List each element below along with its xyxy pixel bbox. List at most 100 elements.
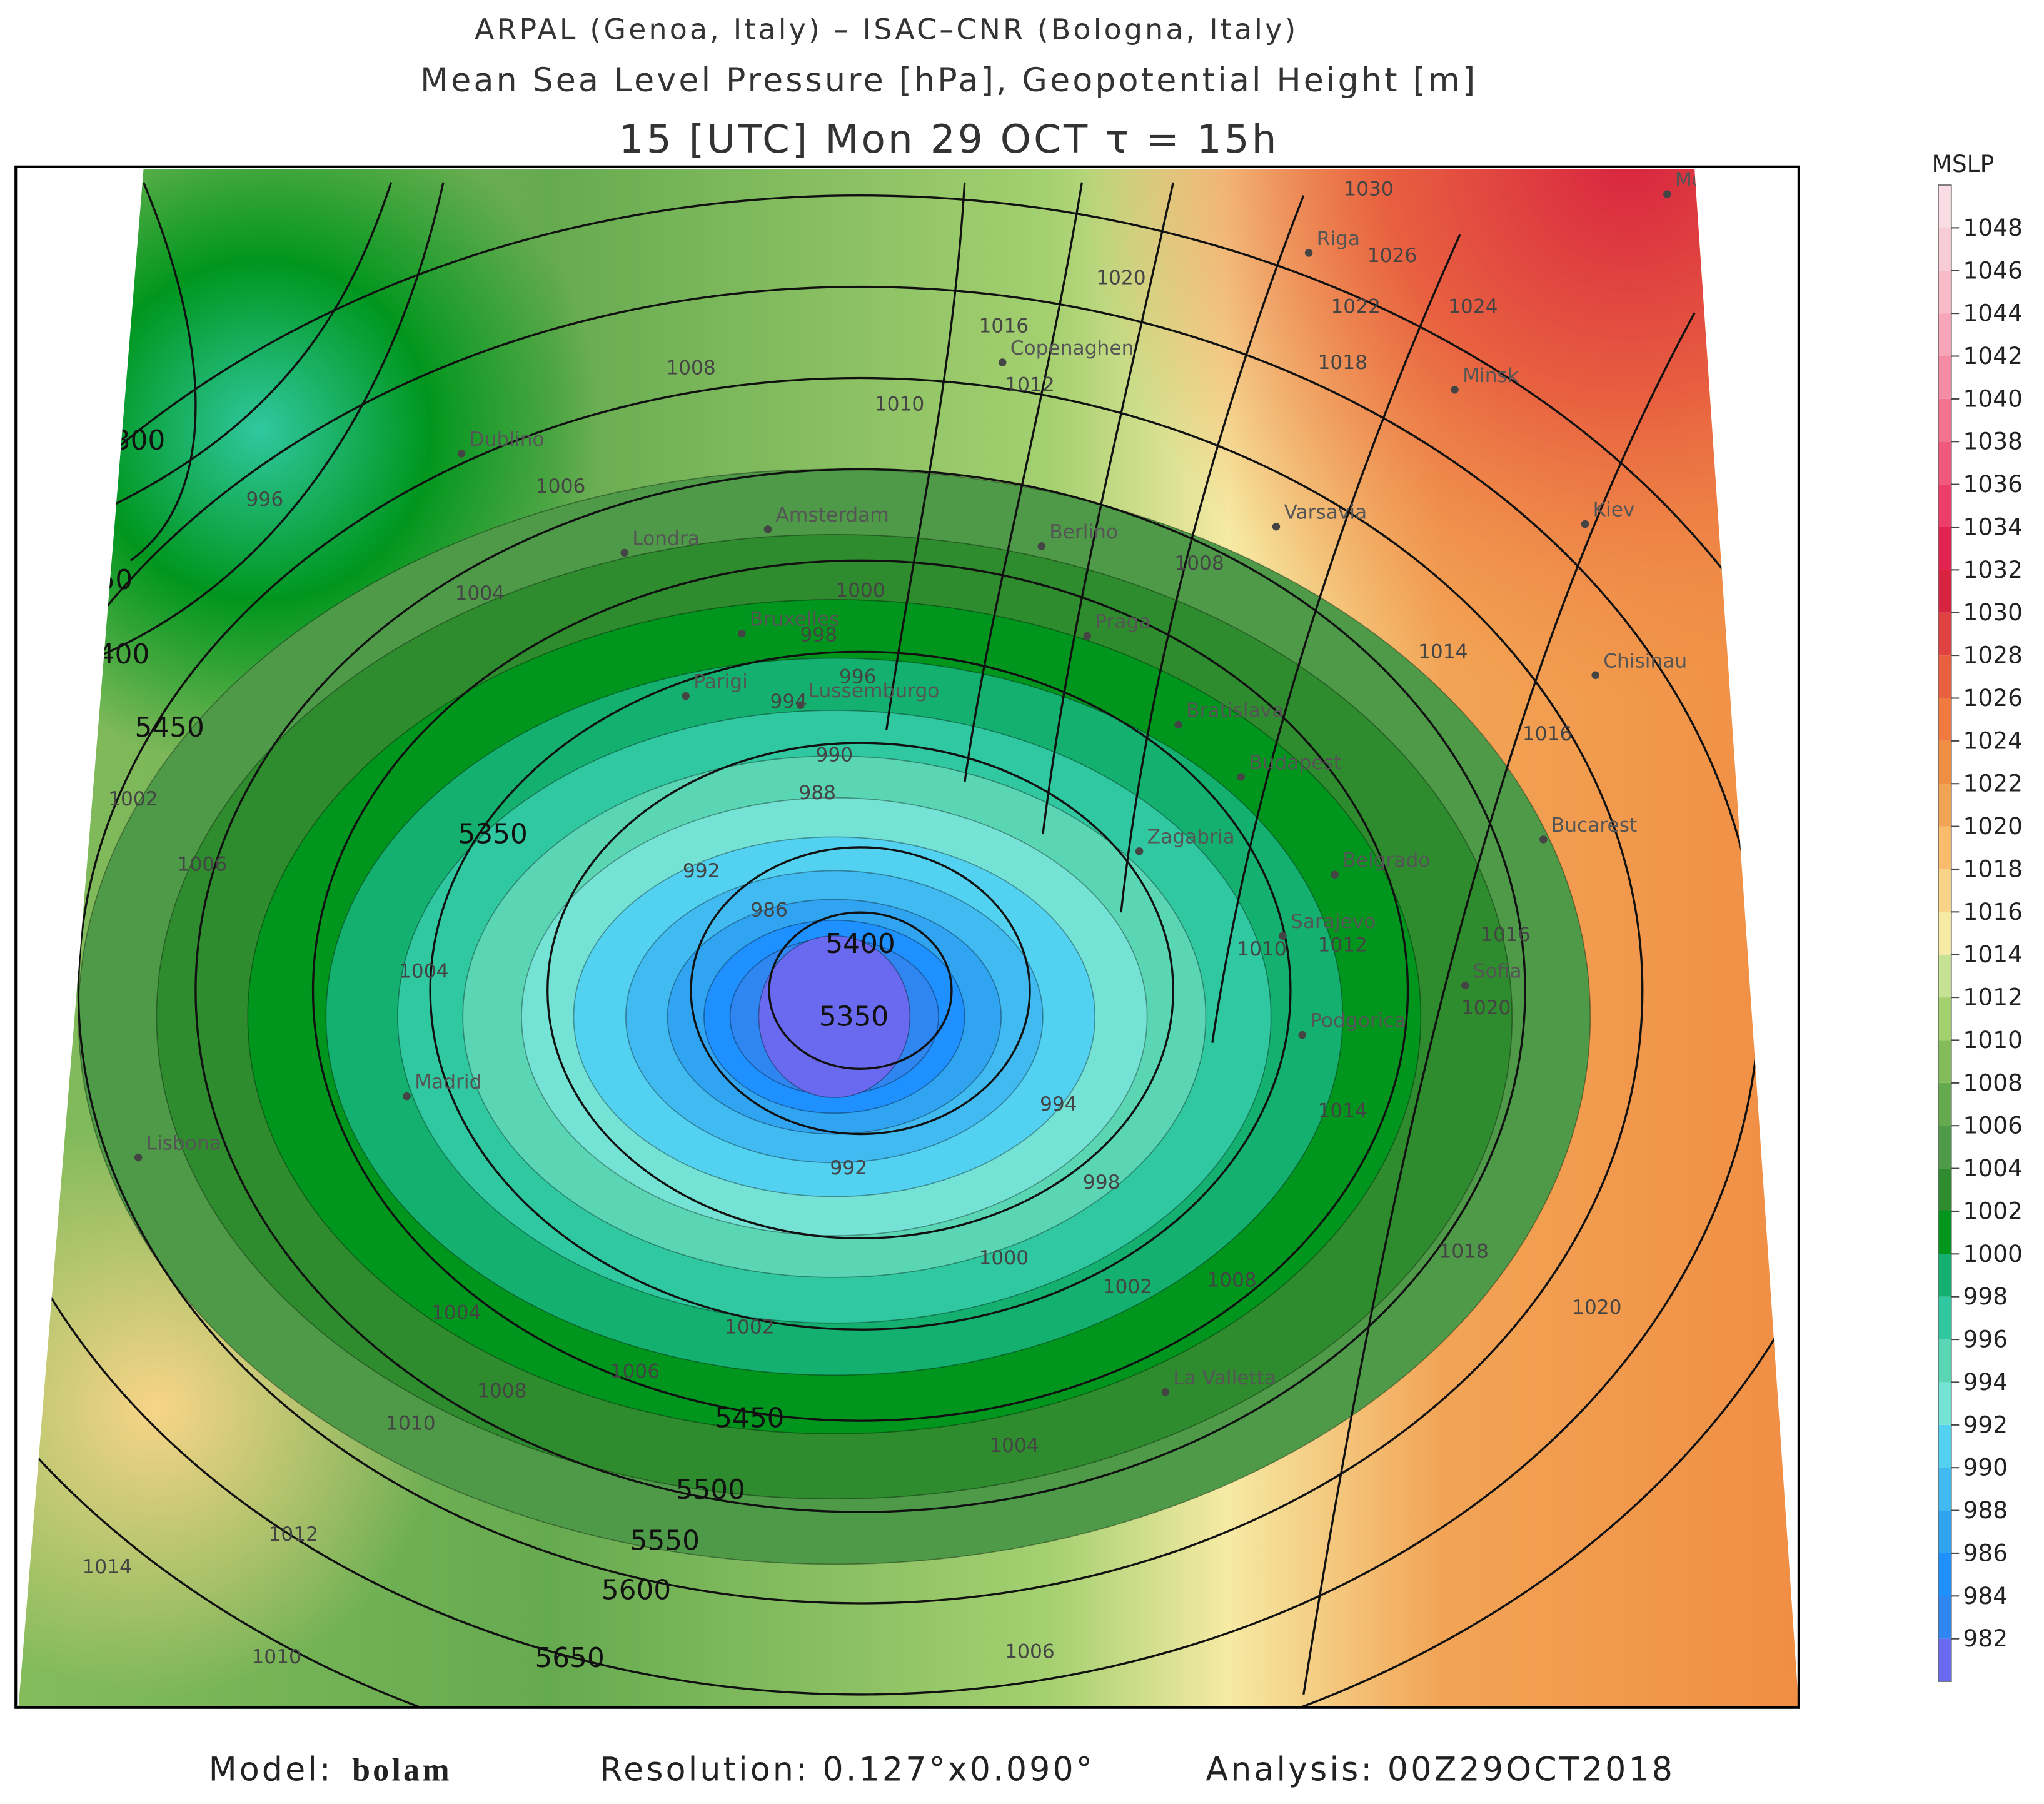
city-label: Podgorica	[1310, 1010, 1406, 1032]
isobar-label: 1022	[1331, 295, 1381, 318]
isobar-label: 1004	[431, 1302, 481, 1324]
city-marker	[1174, 720, 1182, 729]
colorbar-band	[1938, 1596, 1951, 1639]
contour	[39, 182, 445, 679]
city-marker	[1237, 773, 1245, 781]
contour	[194, 468, 1526, 1513]
colorbar-band	[1938, 185, 1951, 228]
city-label: Bruxelles	[750, 608, 840, 631]
colorbar-tick-label: 998	[1963, 1282, 2008, 1310]
colorbar-band	[1938, 1211, 1951, 1254]
height-label: 5300	[96, 425, 165, 456]
colorbar-tick-label: 1034	[1963, 513, 2023, 540]
header: ARPAL (Genoa, Italy) – ISAC–CNR (Bologna…	[420, 13, 1478, 162]
isobar-label: 1000	[835, 580, 885, 602]
city-marker	[682, 692, 690, 700]
isobar-label: 1010	[386, 1413, 436, 1435]
height-label: 5350	[63, 564, 133, 596]
contour	[18, 194, 1799, 1708]
city-label: Belgrado	[1342, 849, 1430, 872]
footer-analysis: Analysis: 00Z29OCT2018	[1206, 1751, 1675, 1788]
city-marker	[763, 525, 772, 533]
isobar-label: 1010	[251, 1646, 301, 1668]
city-label: Bratislava	[1186, 699, 1284, 722]
city-marker	[1663, 190, 1671, 198]
isobar-label: 1012	[268, 1523, 318, 1546]
colorbar-band	[1938, 1424, 1951, 1468]
colorbar-band	[1938, 912, 1951, 955]
city-marker	[457, 450, 466, 458]
low-pressure-system	[78, 468, 1591, 1565]
colorbar-band	[1938, 655, 1951, 698]
isobar-label: 1014	[1418, 641, 1468, 663]
colorbar-tick-label: 990	[1963, 1454, 2008, 1481]
colorbar-band	[1938, 698, 1951, 741]
colorbar-tick-label: 1010	[1963, 1026, 2023, 1054]
colorbar-tick-label: 1044	[1963, 300, 2023, 327]
colorbar-band	[1938, 1553, 1951, 1596]
city-marker	[1298, 1030, 1306, 1039]
city-marker	[1581, 520, 1589, 528]
city-label: Praga	[1095, 611, 1150, 633]
colorbar-tick-label: 1000	[1963, 1240, 2023, 1267]
isobar-label: 1010	[875, 393, 925, 416]
colorbar-tick-label: 1038	[1963, 428, 2023, 455]
pressure-band	[758, 935, 911, 1099]
height-label: 5450	[715, 1403, 784, 1434]
isobar-label: 1008	[477, 1380, 527, 1403]
colorbar-band	[1938, 1168, 1951, 1211]
colorbar-band	[1938, 1638, 1951, 1682]
colorbar-tick-label: 986	[1963, 1539, 2008, 1566]
city-marker	[1451, 386, 1459, 394]
colorbar-tick-label: 1024	[1963, 727, 2023, 754]
isobar-label: 1020	[1572, 1296, 1622, 1319]
contour	[768, 911, 953, 1070]
contour	[690, 846, 1031, 1136]
city-label: Bucarest	[1551, 814, 1638, 837]
colorbar-tick-label: 1012	[1963, 984, 2023, 1011]
header-line: Mean Sea Level Pressure [hPa], Geopotent…	[420, 62, 1478, 99]
colorbar-band	[1938, 826, 1951, 869]
colorbar-tick-label: 1048	[1963, 214, 2023, 241]
colorbar-band	[1938, 313, 1951, 356]
colorbar-band	[1938, 228, 1951, 271]
height-label: 5350	[458, 819, 527, 850]
colorbar-band	[1938, 612, 1951, 656]
isobar-label: 986	[750, 899, 788, 921]
colorbar-tick-label: 1008	[1963, 1069, 2023, 1096]
isobar-label: 996	[246, 488, 284, 511]
contour	[77, 376, 1644, 1605]
isobar-label: 1002	[1103, 1276, 1153, 1298]
city-label: Lussemburgo	[808, 680, 940, 702]
isobar-label: 1004	[989, 1434, 1039, 1457]
isobar-label: 1020	[1096, 266, 1146, 289]
isobar-label: 1010	[1237, 938, 1287, 960]
height-label: 5550	[630, 1525, 700, 1557]
height-label: 5400	[80, 638, 149, 670]
isobar-label: 998	[800, 624, 837, 647]
colorbar-tick-label: 1004	[1963, 1154, 2023, 1182]
isobar-label: 992	[830, 1157, 867, 1179]
city-marker	[134, 1153, 143, 1162]
colorbar-tick-label: 1006	[1963, 1112, 2023, 1139]
isobar-label: 1008	[1174, 552, 1224, 575]
colorbar-tick-label: 1040	[1963, 385, 2023, 412]
isobar-label: 1018	[1439, 1241, 1489, 1263]
isobar-label: 988	[798, 782, 836, 804]
city-marker	[620, 548, 628, 557]
height-label: 5600	[602, 1575, 671, 1606]
city-marker	[1539, 835, 1548, 844]
isobar-label: 998	[1083, 1171, 1120, 1194]
city-label: Madrid	[415, 1071, 481, 1094]
isobar-label: 996	[839, 665, 877, 688]
contour	[546, 742, 1174, 1239]
colorbar-band	[1938, 1468, 1951, 1511]
height-label: 5650	[535, 1642, 604, 1674]
isobar-label: 1006	[178, 853, 228, 875]
map-frame	[14, 165, 1800, 1709]
city-marker	[738, 629, 746, 638]
colorbar-band	[1938, 997, 1951, 1041]
city-label: Budapest	[1249, 752, 1341, 774]
isobar-label: 1024	[1448, 295, 1498, 318]
city-label: Londra	[632, 527, 700, 550]
